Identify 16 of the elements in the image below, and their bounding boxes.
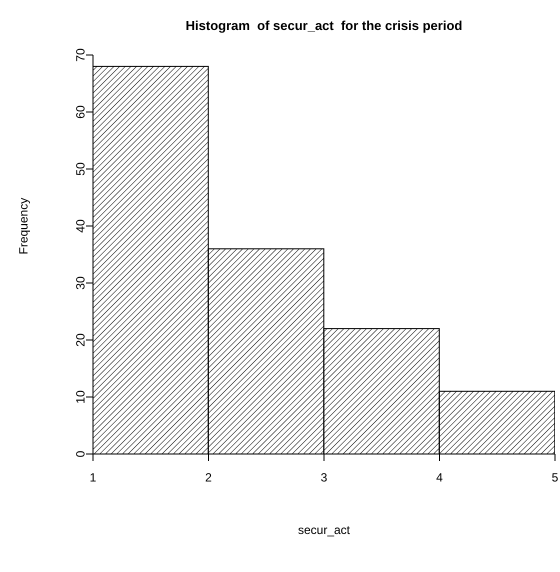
y-tick-label: 60 bbox=[73, 105, 88, 119]
x-tick-label: 2 bbox=[205, 470, 212, 485]
y-tick-label: 50 bbox=[73, 162, 88, 176]
y-tick-label: 40 bbox=[73, 219, 88, 233]
y-tick-label: 20 bbox=[73, 333, 88, 347]
y-tick-label: 0 bbox=[73, 450, 88, 458]
y-tick-label: 30 bbox=[73, 276, 88, 290]
x-tick-label: 5 bbox=[552, 470, 559, 485]
y-axis-title: Frequency bbox=[16, 198, 30, 254]
x-axis-title: secur_act bbox=[298, 523, 351, 537]
chart-title: Histogram of secur_act for the crisis period bbox=[186, 18, 462, 33]
y-tick-label: 10 bbox=[73, 390, 88, 404]
x-tick-label: 4 bbox=[436, 470, 444, 485]
x-tick-label: 1 bbox=[90, 470, 97, 485]
x-tick-label: 3 bbox=[320, 470, 328, 485]
y-tick-label: 70 bbox=[73, 48, 88, 62]
